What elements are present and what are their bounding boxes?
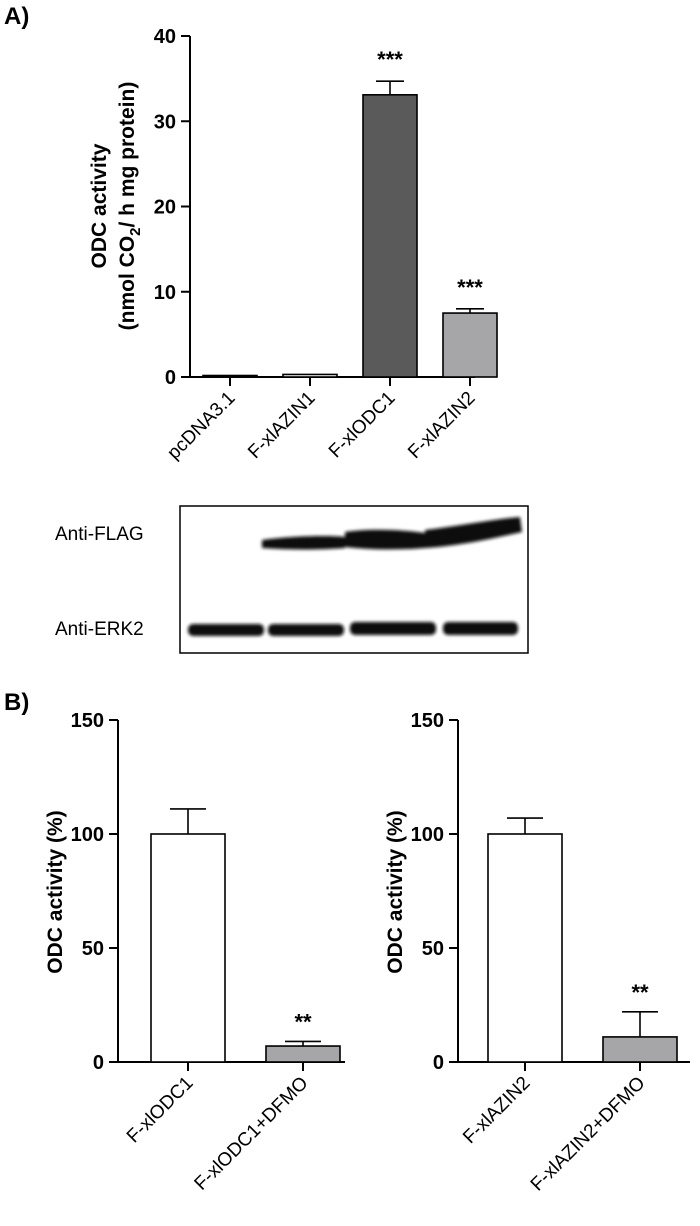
bar xyxy=(150,833,226,1063)
y-tick-label: 10 xyxy=(154,282,176,304)
significance-label: *** xyxy=(377,47,403,72)
chart-b2-ylabel: ODC activity (%) xyxy=(384,810,407,973)
bar xyxy=(442,312,498,378)
x-category-label: F-xlAZIN2 xyxy=(459,1073,534,1148)
x-category-label: F-xlAZIN2 xyxy=(404,388,479,463)
y-tick-label: 0 xyxy=(433,1052,444,1074)
significance-label: *** xyxy=(457,275,483,300)
y-tick-label: 0 xyxy=(93,1052,104,1074)
flag-band-xlazin2 xyxy=(425,517,522,548)
blot-label-anti-erk2: Anti-ERK2 xyxy=(55,619,144,640)
bar xyxy=(202,374,258,378)
blot-label-anti-flag: Anti-FLAG xyxy=(55,524,144,545)
chart-b2: 0 50 100 150 F-xlAZIN2 ** F-xlAZIN2+DFMO ODC a… xyxy=(384,710,690,1195)
y-tick-label: 100 xyxy=(71,824,104,846)
chart-a-ylabel-line2: (nmol CO2/ h mg protein) xyxy=(116,82,144,331)
chart-b2-marks: 0 50 100 150 F-xlAZIN2 ** F-xlAZIN2+DFMO xyxy=(411,710,690,1195)
x-category-label: F-xlODC1+DFMO xyxy=(191,1073,313,1195)
panel-a-label: A) xyxy=(4,3,29,30)
erk2-band-xlazin2 xyxy=(443,622,518,635)
chart-b1-marks: 0 50 100 150 F-xlODC1 ** F-xlODC1+DFMO xyxy=(71,710,345,1195)
y-tick-label: 40 xyxy=(154,26,176,48)
y-tick-label: 100 xyxy=(411,824,444,846)
chart-a-ylabel-line2-post: / h mg protein) xyxy=(116,82,139,228)
bar xyxy=(362,94,418,378)
flag-band-xlazin1 xyxy=(262,536,345,550)
significance-label: ** xyxy=(294,1009,312,1034)
significance-label: ** xyxy=(631,980,649,1005)
y-tick-label: 50 xyxy=(422,938,444,960)
chart-b1-ylabel: ODC activity (%) xyxy=(44,810,67,973)
erk2-band-xlazin1 xyxy=(268,624,344,636)
erk2-band-pcdna xyxy=(188,624,264,636)
x-category-label: F-xlAZIN1 xyxy=(244,388,319,463)
panel-b-label: B) xyxy=(4,689,29,716)
bar xyxy=(282,373,338,378)
y-tick-label: 50 xyxy=(82,938,104,960)
chart-a-marks: 0 10 20 30 40 pcDNA3.1 F-xlAZIN1 *** F-xlODC1 ***… xyxy=(154,26,498,464)
bar xyxy=(265,1045,341,1063)
bar xyxy=(602,1036,678,1063)
chart-a-ylabel-line2-pre: (nmol CO xyxy=(116,236,139,331)
erk2-band-xlodc1 xyxy=(350,622,436,635)
chart-a: 0 10 20 30 40 pcDNA3.1 F-xlAZIN1 *** F-xlODC1 ***… xyxy=(88,26,498,464)
y-tick-label: 150 xyxy=(411,710,444,732)
flag-band-xlodc1 xyxy=(345,529,425,550)
y-tick-label: 0 xyxy=(165,367,176,389)
y-tick-label: 30 xyxy=(154,111,176,133)
chart-a-ylabel-line2-sub: 2 xyxy=(127,227,144,235)
bar xyxy=(487,833,563,1063)
x-category-label: F-xlAZIN2+DFMO xyxy=(527,1073,650,1196)
x-category-label: pcDNA3.1 xyxy=(163,388,239,464)
chart-a-ylabel-line1: ODC activity xyxy=(88,143,111,268)
y-tick-label: 20 xyxy=(154,197,176,219)
y-tick-label: 150 xyxy=(71,710,104,732)
x-category-label: F-xlODC1 xyxy=(123,1073,198,1148)
x-category-label: F-xlODC1 xyxy=(325,388,400,463)
chart-b1: 0 50 100 150 F-xlODC1 ** F-xlODC1+DFMO ODC act… xyxy=(44,710,345,1195)
western-blot: Anti-FLAG Anti-ERK2 xyxy=(55,505,529,654)
